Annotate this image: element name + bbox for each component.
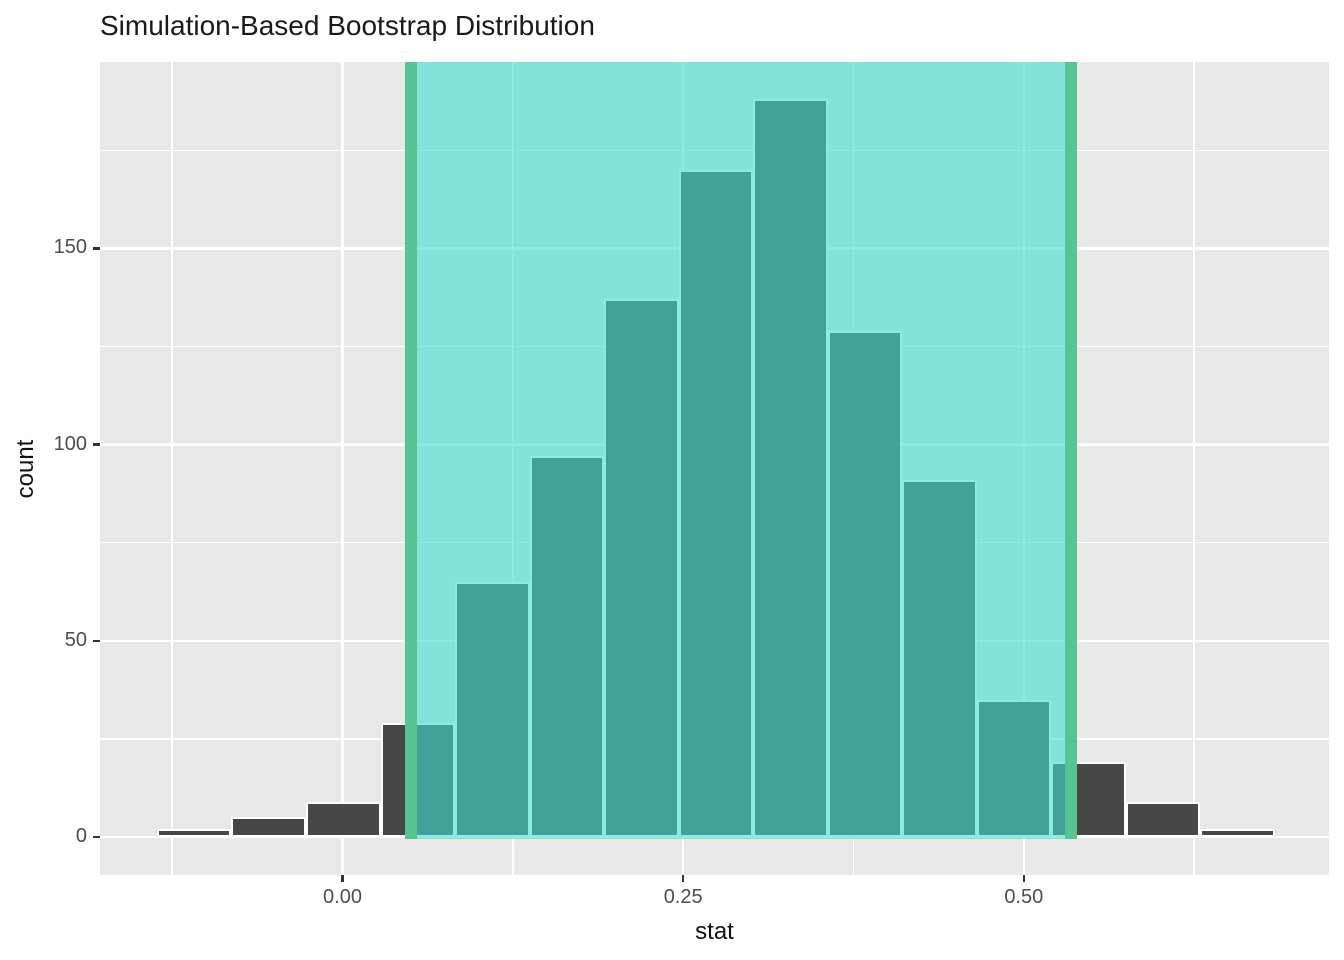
x-tick-mark — [341, 875, 344, 882]
x-tick-label: 0.25 — [663, 886, 703, 908]
x-minor-gridline — [171, 62, 173, 875]
x-axis-title: stat — [695, 918, 734, 945]
histogram-bar — [231, 817, 306, 837]
ci-upper-line — [1065, 62, 1078, 839]
y-tick-label: 150 — [53, 236, 87, 259]
y-tick-mark — [93, 835, 100, 839]
histogram-bar — [306, 801, 381, 837]
x-tick-label: 0.50 — [1004, 886, 1044, 908]
confidence-region — [410, 62, 1072, 839]
y-tick-mark — [93, 443, 100, 446]
y-tick-mark — [93, 247, 100, 250]
y-tick-label: 50 — [64, 628, 87, 651]
x-minor-gridline — [1193, 62, 1195, 875]
y-tick-mark — [93, 639, 100, 642]
x-tick-mark — [1022, 875, 1026, 882]
x-tick-label: 0.00 — [323, 886, 362, 908]
histogram-bar — [1200, 829, 1275, 837]
histogram-bar — [1125, 801, 1201, 837]
y-tick-label: 0 — [75, 824, 87, 847]
histogram-bar — [156, 829, 232, 837]
y-axis-title: count — [12, 439, 39, 498]
x-tick-mark — [681, 875, 685, 882]
y-tick-label: 100 — [53, 432, 87, 455]
chart-title: Simulation-Based Bootstrap Distribution — [100, 10, 595, 41]
plot-panel — [100, 62, 1329, 875]
x-major-gridline — [341, 62, 344, 875]
ci-lower-line — [404, 62, 417, 839]
